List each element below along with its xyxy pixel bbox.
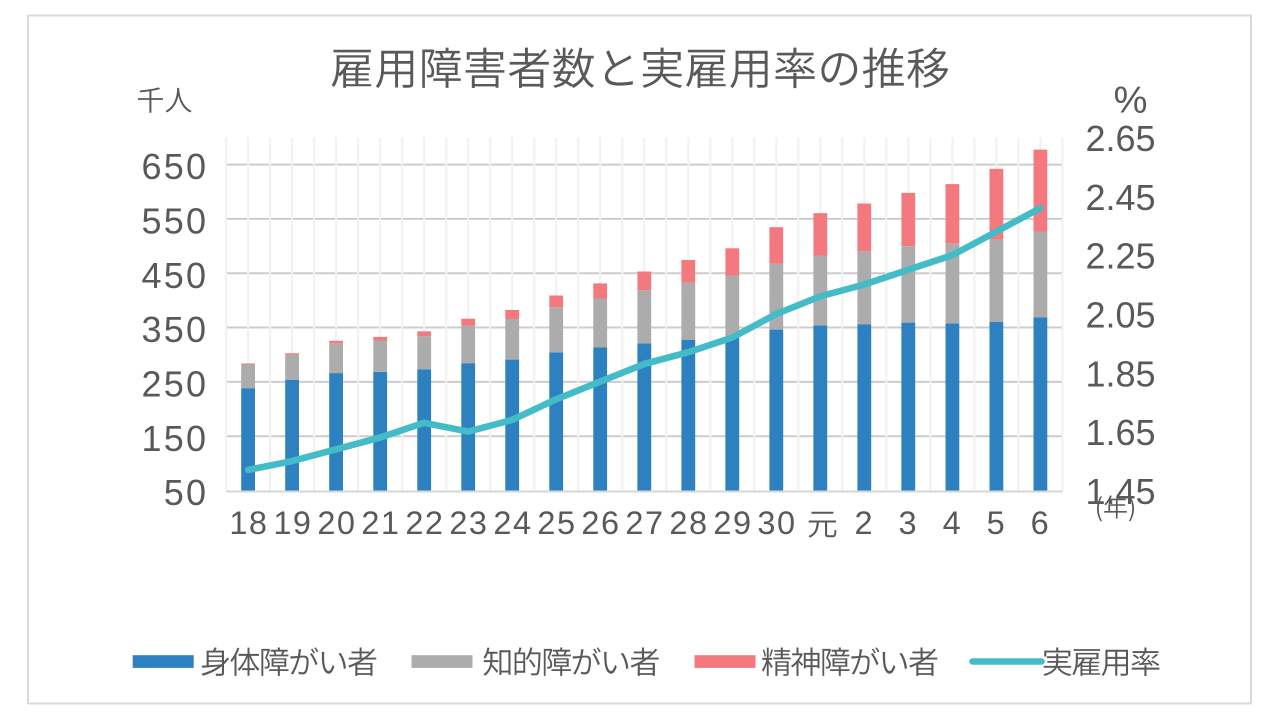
svg-text:25: 25 bbox=[537, 505, 576, 541]
svg-text:350: 350 bbox=[142, 309, 209, 350]
svg-text:2: 2 bbox=[855, 505, 875, 541]
svg-text:2.25: 2.25 bbox=[1086, 236, 1156, 277]
svg-text:24: 24 bbox=[493, 505, 532, 541]
svg-text:3: 3 bbox=[899, 505, 919, 541]
svg-text:650: 650 bbox=[142, 146, 209, 187]
svg-text:%: % bbox=[1114, 80, 1148, 122]
svg-text:5: 5 bbox=[987, 505, 1007, 541]
svg-text:150: 150 bbox=[142, 418, 209, 459]
svg-text:450: 450 bbox=[142, 255, 209, 296]
svg-text:22: 22 bbox=[405, 505, 444, 541]
svg-text:1.65: 1.65 bbox=[1086, 412, 1156, 453]
svg-text:1.45: 1.45 bbox=[1086, 471, 1156, 512]
svg-text:550: 550 bbox=[142, 201, 209, 242]
svg-text:2.65: 2.65 bbox=[1086, 118, 1156, 159]
svg-text:23: 23 bbox=[449, 505, 488, 541]
svg-text:30: 30 bbox=[757, 505, 796, 541]
svg-text:18: 18 bbox=[229, 505, 268, 541]
svg-text:27: 27 bbox=[625, 505, 664, 541]
svg-text:21: 21 bbox=[361, 505, 400, 541]
svg-text:26: 26 bbox=[581, 505, 620, 541]
svg-text:250: 250 bbox=[142, 364, 209, 405]
svg-text:2.05: 2.05 bbox=[1086, 295, 1156, 336]
svg-text:4: 4 bbox=[943, 505, 963, 541]
svg-text:50: 50 bbox=[164, 472, 208, 513]
svg-text:6: 6 bbox=[1031, 505, 1051, 541]
svg-text:20: 20 bbox=[317, 505, 356, 541]
svg-text:19: 19 bbox=[273, 505, 312, 541]
svg-text:1.85: 1.85 bbox=[1086, 353, 1156, 394]
svg-text:29: 29 bbox=[713, 505, 752, 541]
svg-text:2.45: 2.45 bbox=[1086, 177, 1156, 218]
svg-text:28: 28 bbox=[669, 505, 708, 541]
